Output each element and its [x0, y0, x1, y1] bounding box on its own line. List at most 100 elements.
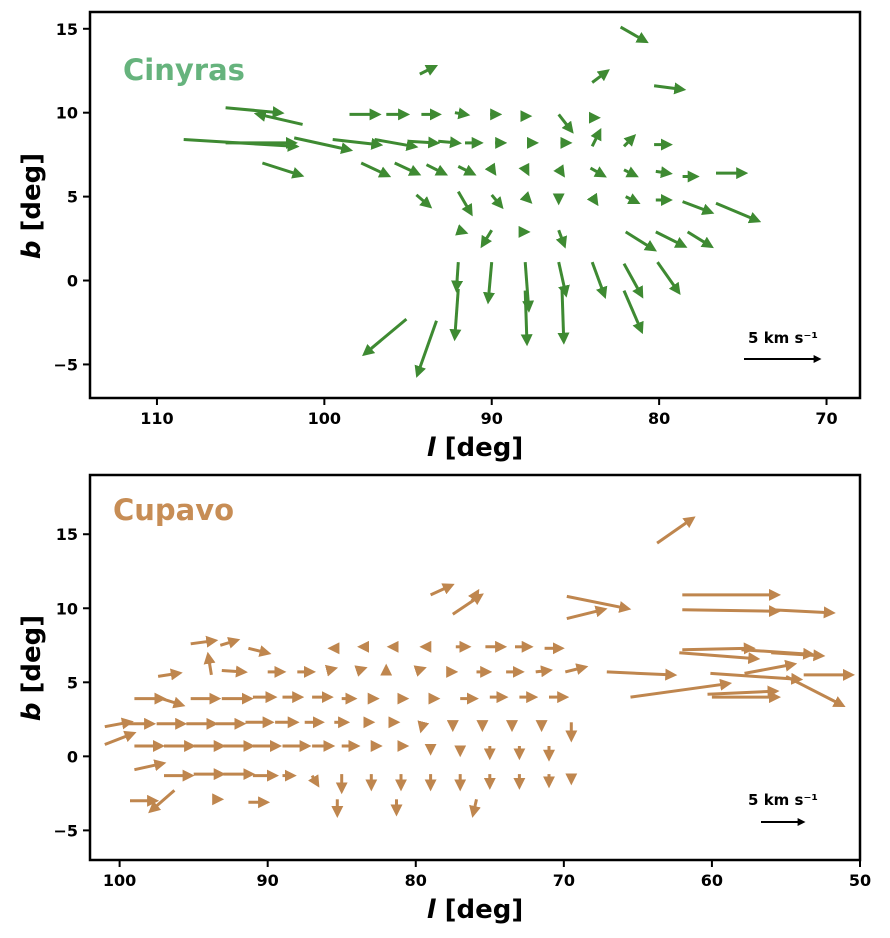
velocity-arrow-cinyras-49 [682, 200, 715, 215]
velocity-arrow-cinyras-30 [394, 161, 422, 176]
velocity-arrow-cupavo-38 [606, 668, 678, 681]
y-axis-label-cinyras: b [deg] [17, 153, 47, 259]
y-tick-label: 0 [67, 747, 78, 766]
x-tick-label: 90 [481, 409, 503, 428]
velocity-arrow-cupavo-39 [710, 671, 804, 685]
x-tick-label: 70 [815, 409, 837, 428]
velocity-arrow-cupavo-37 [564, 663, 589, 675]
velocity-arrow-cinyras-2 [591, 69, 610, 84]
velocity-arrow-cinyras-9 [454, 107, 471, 120]
velocity-arrow-cinyras-62 [590, 261, 608, 299]
velocity-arrow-cinyras-38 [655, 166, 673, 179]
plot-frame-cinyras [88, 10, 862, 400]
x-tick-label: 100 [103, 871, 136, 890]
velocity-arrow-cinyras-16 [293, 136, 354, 155]
velocity-arrow-cupavo-25 [157, 668, 183, 681]
y-tick-label: −5 [53, 821, 78, 840]
velocity-arrow-cupavo-7 [682, 605, 781, 618]
velocity-arrow-cinyras-5 [225, 106, 285, 119]
velocity-arrow-cinyras-50 [715, 201, 762, 224]
velocity-arrow-cupavo-72 [417, 720, 430, 734]
y-tick-label: 15 [56, 525, 78, 544]
velocity-arrow-cupavo-5 [566, 605, 608, 621]
velocity-arrow-cupavo-58 [630, 678, 733, 699]
x-tick-label: 70 [553, 871, 575, 890]
velocity-arrow-cinyras-1 [419, 64, 439, 76]
velocity-arrow-cupavo-11 [248, 645, 272, 657]
velocity-arrow-cinyras-0 [619, 25, 649, 44]
velocity-arrow-cinyras-56 [655, 230, 688, 248]
velocity-arrow-cinyras-55 [624, 230, 657, 252]
velocity-arrow-cupavo-20 [682, 642, 756, 655]
velocity-arrow-cinyras-19 [407, 136, 441, 149]
velocity-arrow-cupavo-21 [679, 651, 761, 665]
xticks-cinyras: 110 100 90 80 70 [140, 398, 838, 428]
y-tick-label: 15 [56, 20, 78, 39]
velocity-arrow-cinyras-65 [449, 288, 462, 342]
panel-title-cinyras: Cinyras [123, 53, 245, 87]
arrows-layer-cinyras [183, 25, 762, 378]
velocity-arrow-cinyras-61 [557, 261, 570, 298]
velocity-arrow-cupavo-100 [308, 774, 320, 788]
velocity-arrow-cinyras-43 [490, 193, 504, 210]
velocity-arrow-cinyras-26 [622, 134, 637, 148]
scale-label-cinyras: 5 km s⁻¹ [748, 329, 818, 347]
velocity-arrow-cinyras-34 [518, 162, 530, 177]
velocity-arrow-cinyras-32 [457, 164, 477, 176]
x-axis-label-cinyras: l [deg] [427, 433, 524, 463]
velocity-arrow-cinyras-58 [451, 261, 464, 293]
velocity-arrow-cupavo-40 [744, 659, 798, 675]
velocity-arrow-cinyras-70 [414, 320, 438, 378]
velocity-arrow-cinyras-63 [622, 262, 644, 299]
x-tick-label: 110 [140, 409, 173, 428]
velocity-arrow-cinyras-59 [483, 261, 495, 305]
velocity-arrow-cinyras-67 [557, 288, 570, 345]
yticks-cinyras: −5 0 5 10 15 [53, 20, 90, 374]
x-axis-label-cupavo: l [deg] [427, 895, 524, 925]
velocity-arrow-cinyras-69 [362, 317, 408, 357]
velocity-arrow-cupavo-10 [219, 636, 241, 649]
velocity-arrow-cupavo-116 [469, 798, 481, 818]
velocity-arrow-cinyras-4 [253, 110, 303, 126]
panel-cinyras: 110 100 90 80 70 −5 0 5 10 15 Cinyras l [deg] b … [17, 10, 862, 463]
x-tick-label: 90 [257, 871, 279, 890]
xticks-cupavo: 100 90 80 70 60 50 [103, 860, 871, 890]
velocity-arrow-cupavo-30 [354, 665, 368, 677]
velocity-arrow-cupavo-9 [190, 635, 219, 648]
velocity-arrow-cupavo-44 [156, 695, 186, 709]
velocity-arrow-cinyras-51 [455, 224, 469, 236]
velocity-arrow-cupavo-61 [104, 717, 134, 730]
y-tick-label: 5 [67, 188, 78, 207]
scale-label-cupavo: 5 km s⁻¹ [748, 791, 818, 809]
velocity-arrow-cupavo-32 [413, 665, 427, 677]
velocity-arrow-cinyras-20 [438, 136, 462, 149]
yticks-cupavo: −5 0 5 10 15 [53, 525, 90, 840]
velocity-arrow-cupavo-26 [221, 665, 248, 678]
velocity-arrow-cinyras-60 [522, 261, 535, 313]
x-tick-label: 80 [405, 871, 427, 890]
x-tick-label: 50 [849, 871, 871, 890]
velocity-arrow-cinyras-33 [484, 162, 497, 176]
velocity-arrow-cinyras-28 [261, 161, 305, 179]
velocity-arrow-cinyras-46 [586, 192, 599, 207]
velocity-arrow-cupavo-4 [566, 594, 632, 613]
velocity-arrow-cinyras-29 [360, 161, 392, 178]
velocity-arrow-cinyras-64 [656, 261, 681, 296]
velocity-arrow-cinyras-54 [555, 229, 568, 249]
velocity-arrow-cupavo-1 [429, 583, 455, 597]
velocity-arrow-cupavo-3 [467, 588, 480, 603]
velocity-arrow-cinyras-41 [415, 193, 433, 209]
x-tick-label: 60 [701, 871, 723, 890]
velocity-arrow-cupavo-24 [203, 651, 216, 676]
velocity-arrow-cupavo-2 [451, 593, 484, 616]
panel-cupavo: 100 90 80 70 60 50 −5 0 5 10 15 Cupavo l [deg] b … [17, 473, 871, 925]
velocity-arrow-cupavo-23 [771, 649, 826, 662]
velocity-arrow-cupavo-59 [707, 685, 780, 698]
arrows-layer-cupavo [104, 516, 855, 818]
velocity-arrow-cinyras-17 [332, 137, 384, 150]
velocity-arrow-cinyras-25 [590, 127, 602, 147]
velocity-arrow-cinyras-36 [589, 166, 607, 178]
velocity-arrow-cinyras-3 [653, 82, 687, 95]
velocity-arrow-cupavo-42 [785, 675, 846, 707]
